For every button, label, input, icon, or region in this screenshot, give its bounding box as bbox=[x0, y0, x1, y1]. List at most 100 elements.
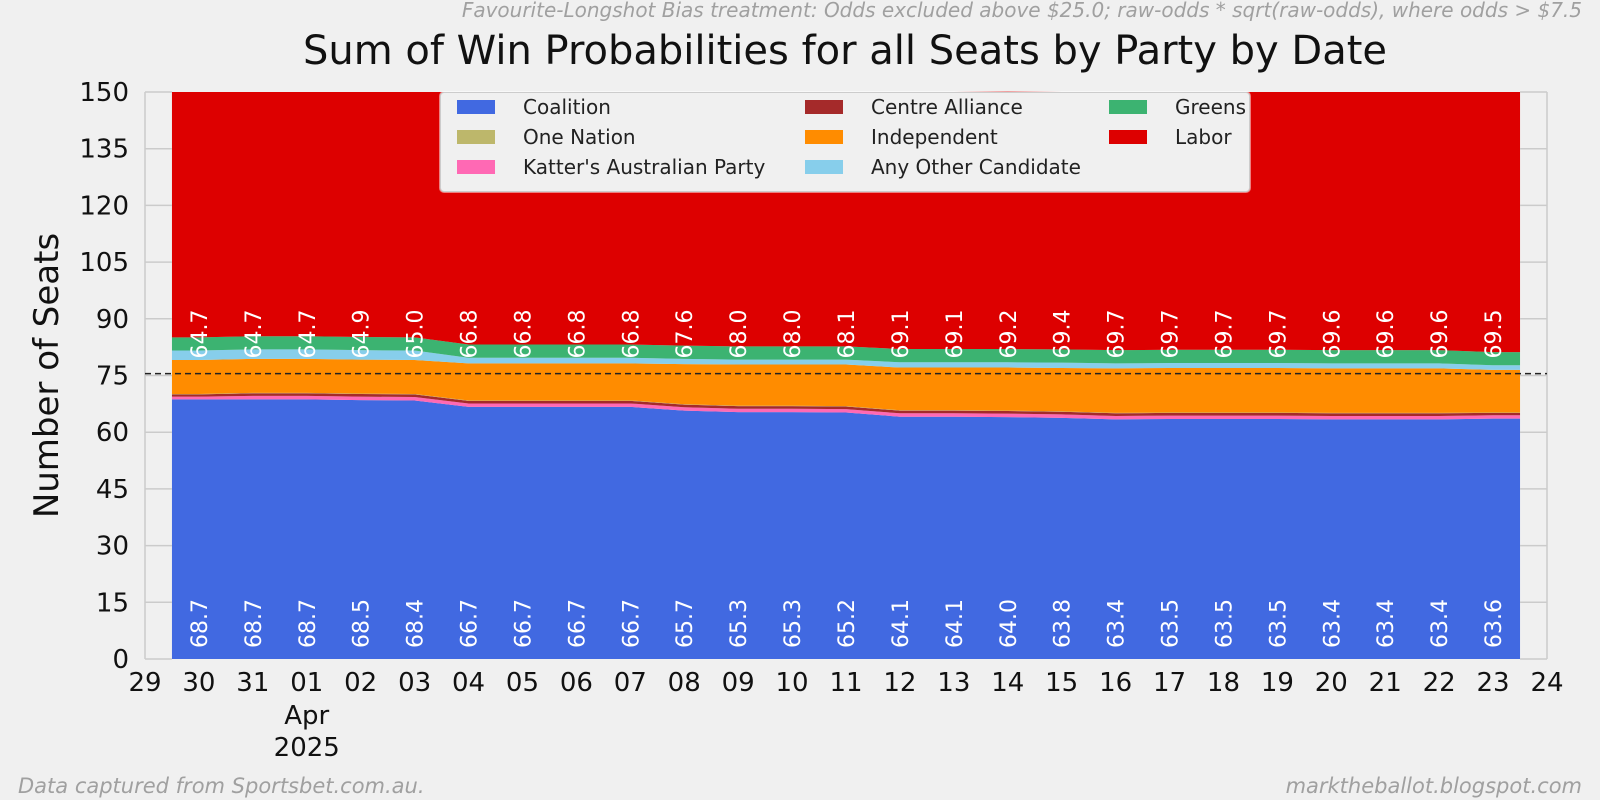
y-tick-label: 30 bbox=[96, 532, 129, 562]
labor-data-label: 64.7 bbox=[242, 310, 267, 359]
x-month-label: Apr bbox=[284, 701, 329, 731]
labor-data-label: 69.2 bbox=[997, 310, 1022, 359]
legend-item-katter: Katter's Australian Party bbox=[457, 155, 766, 179]
legend-label-centre-alliance: Centre Alliance bbox=[871, 95, 1023, 119]
legend-item-greens: Greens bbox=[1109, 95, 1246, 119]
legend-item-coalition: Coalition bbox=[457, 95, 611, 119]
x-tick-label: 03 bbox=[398, 668, 431, 698]
coalition-data-label: 63.5 bbox=[1266, 599, 1291, 648]
x-tick-label: 06 bbox=[560, 668, 593, 698]
x-tick-label: 13 bbox=[937, 668, 970, 698]
labor-data-label: 64.9 bbox=[350, 310, 375, 359]
coalition-data-label: 64.1 bbox=[943, 599, 968, 648]
chart-legend: Coalition One Nation Katter's Australian… bbox=[440, 92, 1250, 192]
legend-swatch-independent bbox=[805, 130, 843, 144]
x-tick-label: 18 bbox=[1207, 668, 1240, 698]
source-note: Data captured from Sportsbet.com.au. bbox=[18, 774, 425, 798]
coalition-data-label: 65.3 bbox=[781, 599, 806, 648]
legend-label-labor: Labor bbox=[1175, 125, 1232, 149]
legend-label-katter: Katter's Australian Party bbox=[523, 155, 766, 179]
x-tick-label: 05 bbox=[506, 668, 539, 698]
y-tick-label: 90 bbox=[96, 305, 129, 335]
x-tick-label: 09 bbox=[722, 668, 755, 698]
coalition-data-label: 68.7 bbox=[296, 599, 321, 648]
labor-data-label: 68.0 bbox=[781, 310, 806, 359]
coalition-data-label: 65.2 bbox=[835, 599, 860, 648]
legend-label-independent: Independent bbox=[871, 125, 998, 149]
legend-swatch-labor bbox=[1109, 130, 1147, 144]
coalition-data-label: 63.5 bbox=[1159, 599, 1184, 648]
coalition-data-label: 65.7 bbox=[673, 599, 698, 648]
chart-subtitle: Favourite-Longshot Bias treatment: Odds … bbox=[461, 0, 1582, 22]
coalition-data-label: 68.5 bbox=[350, 599, 375, 648]
coalition-data-label: 66.7 bbox=[511, 599, 536, 648]
legend-swatch-katter bbox=[457, 160, 495, 174]
labor-data-label: 64.7 bbox=[296, 310, 321, 359]
labor-data-label: 66.8 bbox=[511, 310, 536, 359]
area-centre-alliance bbox=[171, 393, 1521, 416]
y-tick-label: 0 bbox=[112, 645, 129, 675]
x-tick-label: 24 bbox=[1530, 668, 1563, 698]
x-tick-label: 16 bbox=[1099, 668, 1132, 698]
legend-item-independent: Independent bbox=[805, 125, 998, 149]
x-tick-label: 01 bbox=[290, 668, 323, 698]
legend-swatch-coalition bbox=[457, 100, 495, 114]
x-tick-label: 15 bbox=[1045, 668, 1078, 698]
x-tick-label: 20 bbox=[1315, 668, 1348, 698]
x-tick-label: 12 bbox=[883, 668, 916, 698]
y-tick-label: 120 bbox=[79, 191, 129, 221]
labor-data-label: 69.5 bbox=[1482, 310, 1507, 359]
labor-data-label: 69.4 bbox=[1051, 310, 1076, 359]
y-tick-label: 60 bbox=[96, 418, 129, 448]
x-tick-label: 30 bbox=[182, 668, 215, 698]
x-tick-label: 19 bbox=[1261, 668, 1294, 698]
labor-data-label: 69.1 bbox=[943, 310, 968, 359]
area-katter-s-australian-party bbox=[171, 395, 1521, 420]
labor-data-label: 68.1 bbox=[835, 310, 860, 359]
area-greens bbox=[171, 336, 1521, 366]
labor-data-label: 67.6 bbox=[673, 310, 698, 359]
labor-data-label: 69.6 bbox=[1428, 310, 1453, 359]
labor-data-label: 66.8 bbox=[619, 310, 644, 359]
x-tick-label: 17 bbox=[1153, 668, 1186, 698]
labor-data-label: 69.7 bbox=[1212, 310, 1237, 359]
coalition-data-label: 68.7 bbox=[188, 599, 213, 648]
legend-swatch-greens bbox=[1109, 100, 1147, 114]
labor-data-label: 64.7 bbox=[188, 310, 213, 359]
x-tick-label: 10 bbox=[776, 668, 809, 698]
legend-item-any-other: Any Other Candidate bbox=[805, 155, 1081, 179]
coalition-data-label: 66.7 bbox=[619, 599, 644, 648]
x-year-label: 2025 bbox=[274, 733, 340, 763]
coalition-data-label: 64.1 bbox=[889, 599, 914, 648]
area-independent bbox=[171, 358, 1521, 413]
legend-swatch-centre-alliance bbox=[805, 100, 843, 114]
x-tick-label: 23 bbox=[1477, 668, 1510, 698]
y-tick-label: 135 bbox=[79, 135, 129, 165]
labor-data-label: 69.6 bbox=[1374, 310, 1399, 359]
labor-data-label: 66.8 bbox=[565, 310, 590, 359]
x-tick-label: 22 bbox=[1423, 668, 1456, 698]
labor-data-label: 65.0 bbox=[404, 310, 429, 359]
coalition-data-label: 63.5 bbox=[1212, 599, 1237, 648]
legend-label-greens: Greens bbox=[1175, 95, 1246, 119]
labor-data-label: 69.1 bbox=[889, 310, 914, 359]
coalition-data-label: 63.4 bbox=[1374, 599, 1399, 648]
legend-item-centre-alliance: Centre Alliance bbox=[805, 95, 1023, 119]
x-tick-label: 29 bbox=[128, 668, 161, 698]
credit-note: marktheballot.blogspot.com bbox=[1285, 774, 1582, 798]
x-tick-label: 21 bbox=[1369, 668, 1402, 698]
labor-data-label: 69.7 bbox=[1266, 310, 1291, 359]
x-tick-label: 31 bbox=[236, 668, 269, 698]
coalition-data-label: 63.4 bbox=[1320, 599, 1345, 648]
coalition-data-label: 64.0 bbox=[997, 599, 1022, 648]
legend-item-one-nation: One Nation bbox=[457, 125, 636, 149]
x-tick-label: 04 bbox=[452, 668, 485, 698]
coalition-data-label: 68.7 bbox=[242, 599, 267, 648]
labor-data-label: 69.7 bbox=[1159, 310, 1184, 359]
y-tick-label: 105 bbox=[79, 248, 129, 278]
legend-label-one-nation: One Nation bbox=[523, 125, 636, 149]
coalition-data-label: 66.7 bbox=[565, 599, 590, 648]
area-coalition bbox=[171, 399, 1521, 659]
labor-data-label: 66.8 bbox=[458, 310, 483, 359]
coalition-data-label: 63.8 bbox=[1051, 599, 1076, 648]
